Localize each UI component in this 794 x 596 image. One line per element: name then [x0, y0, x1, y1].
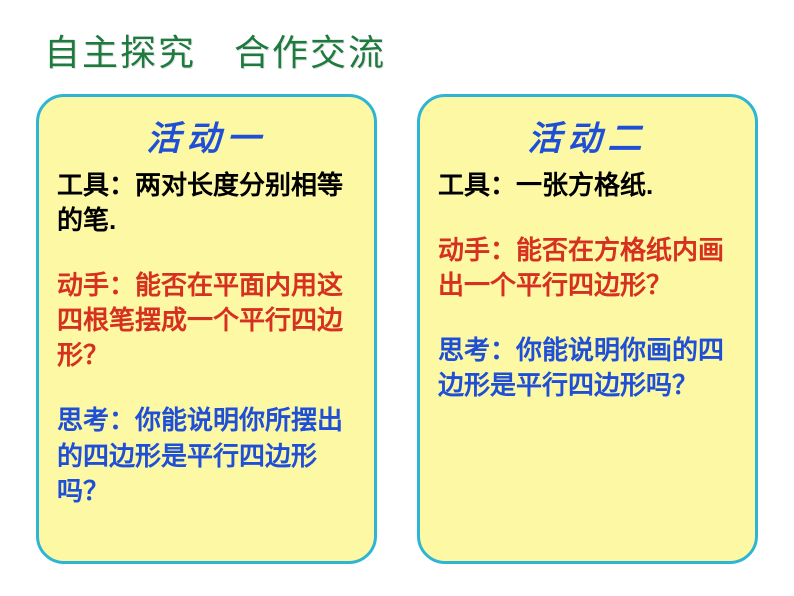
cards-container: 活动一 工具：两对长度分别相等的笔. 动手：能否在平面内用这四根笔摆成一个平行四… — [0, 76, 794, 564]
header-title: 自主探究 合作交流 — [44, 33, 386, 73]
card-title: 活动二 — [438, 111, 737, 160]
think-text: 思考：你能说明你画的四边形是平行四边形吗？ — [438, 333, 737, 403]
tool-text: 工具：一张方格纸. — [438, 168, 737, 203]
activity-card-2: 活动二 工具：一张方格纸. 动手：能否在方格纸内画出一个平行四边形？ 思考：你能… — [417, 94, 758, 564]
slide-header: 自主探究 合作交流 — [0, 0, 794, 76]
tool-text: 工具：两对长度分别相等的笔. — [57, 168, 356, 238]
activity-card-1: 活动一 工具：两对长度分别相等的笔. 动手：能否在平面内用这四根笔摆成一个平行四… — [36, 94, 377, 564]
card-title: 活动一 — [57, 111, 356, 160]
action-text: 动手：能否在平面内用这四根笔摆成一个平行四边形？ — [57, 268, 356, 373]
think-text: 思考：你能说明你所摆出的四边形是平行四边形吗？ — [57, 403, 356, 508]
action-text: 动手：能否在方格纸内画出一个平行四边形？ — [438, 233, 737, 303]
